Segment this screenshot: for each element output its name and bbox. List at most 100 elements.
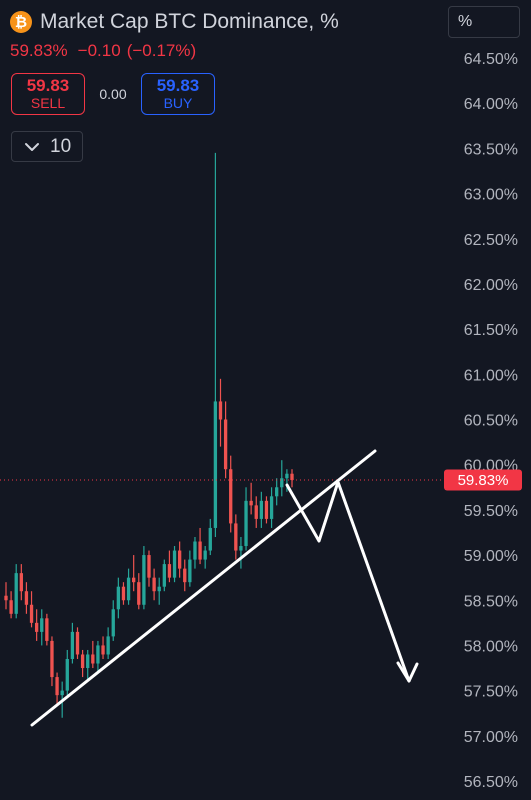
candle-body [152, 577, 156, 592]
unit-selector[interactable]: % [448, 6, 520, 38]
buy-label: BUY [163, 95, 193, 111]
candle-body [75, 631, 80, 655]
y-tick-label: 62.50% [464, 232, 518, 249]
candle-body [259, 500, 264, 519]
candles-layer [4, 152, 294, 718]
candle-body [223, 419, 228, 470]
candle-body [80, 654, 85, 669]
candle-body [40, 618, 44, 632]
chart-header: ₿ Market Cap BTC Dominance, % 59.83% −0.… [10, 10, 339, 61]
candle-body [96, 645, 100, 664]
candle-body [244, 500, 248, 547]
candle-body [4, 595, 8, 601]
candle-body [137, 582, 141, 605]
y-tick-label: 64.00% [464, 96, 518, 113]
y-tick-label: 63.00% [464, 187, 518, 204]
candle-body [70, 631, 75, 659]
candle-body [45, 618, 49, 641]
price-axis[interactable]: 64.50% 64.00% 63.50% 63.00% 62.50% 62.00% 61.5… [464, 51, 518, 791]
y-tick-label: 57.50% [464, 684, 518, 701]
candle-body [116, 586, 121, 610]
candle-body [91, 654, 95, 664]
trend-drawing [30, 449, 419, 727]
buy-button[interactable]: 59.83 BUY [141, 73, 215, 115]
symbol-title[interactable]: Market Cap BTC Dominance, % [40, 10, 339, 33]
candle-body [126, 577, 131, 601]
candle-body [218, 401, 223, 420]
y-tick-label: 63.50% [464, 141, 518, 158]
candle-body [229, 469, 233, 524]
candle-body [198, 541, 202, 560]
candle-body [193, 541, 197, 560]
candle-body [34, 622, 39, 632]
y-tick-label: 60.50% [464, 413, 518, 430]
quantity-value: 10 [50, 135, 72, 157]
sell-price: 59.83 [26, 76, 70, 95]
candle-body [111, 609, 115, 637]
trade-panel: 59.83 SELL 0.00 59.83 BUY [11, 73, 215, 115]
candle-body [269, 496, 274, 519]
candle-body [101, 645, 105, 655]
change-value: −0.10 [77, 41, 121, 60]
candle-body [172, 550, 177, 578]
candle-body [285, 473, 289, 479]
candle-body [213, 401, 218, 528]
y-tick-label: 62.00% [464, 277, 518, 294]
projection-arrow-head [396, 661, 419, 683]
candle-body [29, 604, 34, 623]
candle-body [264, 500, 269, 519]
quote-row: 59.83% −0.10 (−0.17%) [10, 41, 339, 61]
candle-body [234, 523, 238, 551]
bitcoin-icon: ₿ [10, 11, 32, 33]
candle-body [188, 559, 192, 583]
candle-body [19, 573, 23, 592]
candle-body [290, 473, 294, 481]
sell-button[interactable]: 59.83 SELL [11, 73, 85, 115]
candle-body [275, 487, 279, 497]
quantity-selector[interactable]: 10 [11, 131, 83, 162]
candle-body [183, 568, 187, 583]
candle-body [249, 500, 253, 506]
y-tick-label: 61.50% [464, 322, 518, 339]
y-tick-label: 59.00% [464, 548, 518, 565]
candle-body [60, 690, 64, 696]
candle-body [167, 564, 172, 578]
y-tick-label: 59.50% [464, 503, 518, 520]
candle-body [9, 600, 13, 614]
last-price-label: 59.83% [444, 469, 522, 491]
candle-body [142, 555, 146, 605]
candle-body [147, 555, 151, 578]
candle-body [121, 586, 126, 601]
candle-body [239, 546, 243, 551]
candle-body [55, 677, 59, 696]
spread-value: 0.00 [99, 86, 127, 102]
y-tick-label: 56.50% [464, 774, 518, 791]
chevron-down-icon [25, 142, 39, 151]
candle-body [106, 636, 110, 655]
candle-body [203, 550, 207, 560]
candle-body [132, 577, 136, 583]
last-value: 59.83% [10, 41, 68, 60]
last-price-value: 59.83% [458, 472, 509, 489]
candle-body [208, 527, 212, 551]
trendline-upper [30, 449, 377, 727]
buy-price: 59.83 [156, 76, 200, 95]
candle-body [162, 564, 166, 587]
y-tick-label: 58.00% [464, 638, 518, 655]
candle-body [24, 591, 29, 605]
candle-body [50, 640, 54, 678]
candle-body [86, 654, 90, 669]
candle-body [14, 573, 18, 614]
y-tick-label: 58.50% [464, 593, 518, 610]
candle-body [280, 478, 284, 488]
candle-body [254, 505, 258, 519]
projection-arrow-path [285, 480, 411, 683]
candle-body [65, 658, 69, 691]
y-tick-label: 64.50% [464, 51, 518, 68]
change-percent: (−0.17%) [126, 41, 197, 60]
y-tick-label: 57.00% [464, 729, 518, 746]
sell-label: SELL [30, 95, 66, 111]
candle-body [157, 586, 161, 592]
y-tick-label: 61.00% [464, 367, 518, 384]
